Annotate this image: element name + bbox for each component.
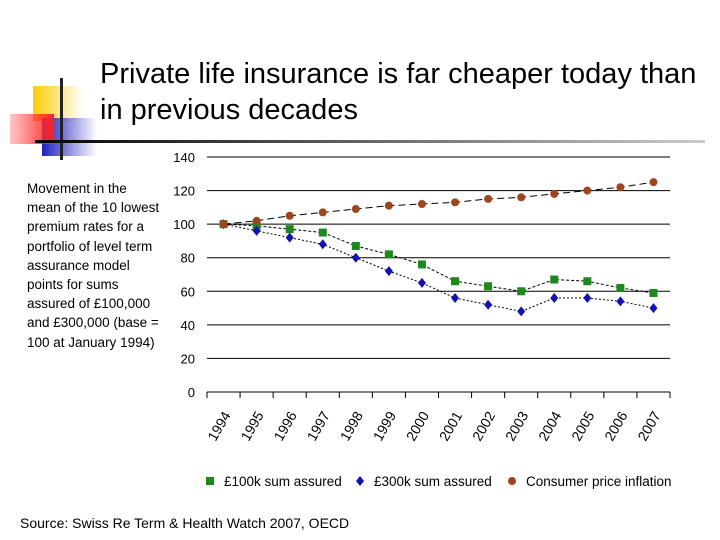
data-point	[417, 200, 426, 208]
data-point	[252, 216, 261, 225]
x-tick-label: 2004	[535, 408, 565, 443]
x-tick-label: 2002	[469, 408, 499, 443]
data-point	[583, 293, 592, 303]
data-point	[484, 282, 493, 291]
data-point	[252, 221, 261, 230]
data-point	[484, 299, 493, 310]
series-line	[223, 181, 654, 225]
data-point	[616, 283, 625, 292]
x-tick-label: 1999	[370, 408, 400, 443]
data-point	[550, 189, 559, 198]
legend-marker	[356, 476, 364, 486]
data-point	[384, 201, 393, 210]
data-point	[517, 306, 526, 317]
data-point	[517, 287, 526, 296]
x-tick-label: 1995	[237, 408, 267, 443]
y-tick-label: 60	[181, 284, 195, 299]
data-point	[583, 186, 592, 195]
series-line	[223, 223, 654, 312]
x-tick-label: 1998	[337, 408, 367, 443]
data-point	[351, 252, 360, 263]
legend-marker	[508, 477, 516, 485]
x-tick-label: 1997	[303, 408, 333, 443]
data-point	[550, 293, 559, 303]
data-point	[318, 228, 327, 237]
data-point	[616, 296, 625, 307]
x-tick-label: 2001	[436, 408, 466, 443]
data-point	[285, 211, 294, 220]
source-note: Source: Swiss Re Term & Health Watch 200…	[20, 515, 350, 531]
data-point	[318, 208, 327, 217]
data-point	[583, 277, 592, 286]
x-tick-label: 1994	[204, 408, 234, 443]
data-point	[351, 241, 360, 250]
x-tick-label: 2003	[502, 408, 532, 443]
data-point	[484, 194, 493, 203]
x-tick-label: 2005	[568, 408, 598, 443]
data-point	[517, 193, 526, 202]
y-tick-label: 80	[181, 251, 195, 266]
data-point	[649, 288, 658, 297]
data-point	[550, 275, 559, 284]
legend-label: £100k sum assured	[224, 474, 342, 489]
data-point	[417, 277, 426, 288]
series-line	[223, 223, 654, 294]
data-point	[285, 232, 294, 243]
data-point	[252, 225, 261, 236]
chart-description: Movement in the mean of the 10 lowest pr…	[27, 181, 160, 350]
legend-label: Consumer price inflation	[526, 474, 672, 489]
data-point	[649, 178, 658, 187]
x-tick-label: 2007	[634, 408, 664, 443]
x-tick-label: 1996	[270, 408, 300, 443]
data-point	[384, 250, 393, 259]
x-tick-label: 2000	[403, 408, 433, 443]
y-tick-label: 140	[173, 150, 195, 165]
data-point	[616, 183, 625, 192]
y-tick-label: 20	[181, 351, 195, 366]
data-point	[417, 260, 426, 269]
y-tick-label: 40	[181, 318, 195, 333]
data-point	[285, 225, 294, 234]
data-point	[451, 198, 460, 207]
slide-title: Private life insurance is far cheaper to…	[100, 58, 697, 126]
data-point	[384, 266, 393, 277]
legend-marker	[206, 477, 214, 485]
x-tick-label: 2006	[601, 408, 631, 443]
data-point	[219, 220, 228, 229]
data-point	[351, 205, 360, 214]
y-tick-label: 120	[173, 184, 195, 199]
data-point	[451, 293, 460, 303]
data-point	[451, 277, 460, 286]
data-point	[649, 303, 658, 314]
y-tick-label: 100	[173, 217, 195, 232]
data-point	[318, 239, 327, 250]
legend-label: £300k sum assured	[374, 474, 492, 489]
y-tick-label: 0	[188, 385, 195, 400]
